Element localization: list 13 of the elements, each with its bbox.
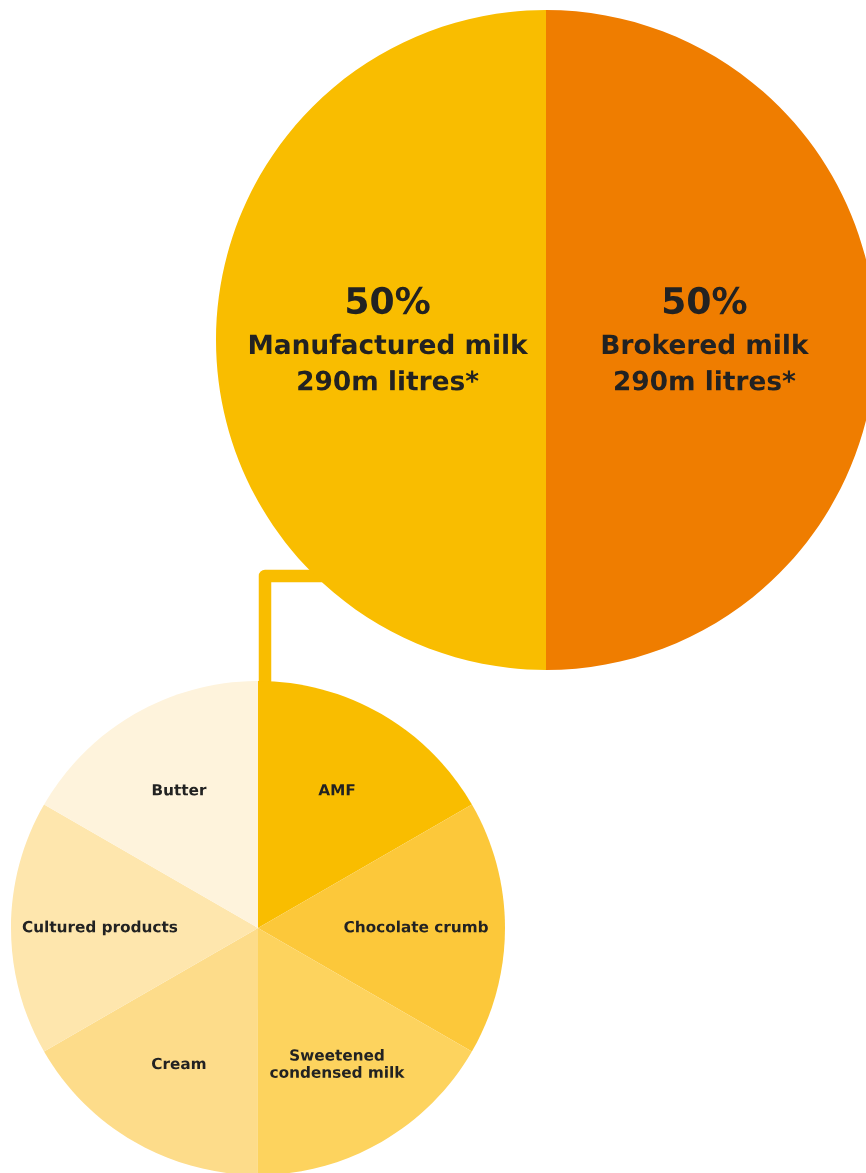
slice-label: Sweetened condensed milk bbox=[270, 1048, 405, 1078]
slice-label: Cream bbox=[152, 1057, 206, 1070]
text: 290m litres* bbox=[298, 370, 479, 391]
slice-label: Cultured products bbox=[22, 920, 178, 936]
text: 290m litres* bbox=[615, 370, 796, 391]
pie-slice bbox=[11, 804, 258, 1052]
slice-label: Brokered milk bbox=[602, 333, 809, 355]
data-label: 50% bbox=[663, 286, 747, 315]
slice-label: Chocolate crumb bbox=[344, 920, 488, 933]
slice-label: Manufactured milk bbox=[249, 333, 529, 355]
slice-label: Butter bbox=[152, 784, 207, 796]
slice-label: AMF bbox=[318, 784, 355, 796]
data-label: 50% bbox=[347, 286, 430, 315]
